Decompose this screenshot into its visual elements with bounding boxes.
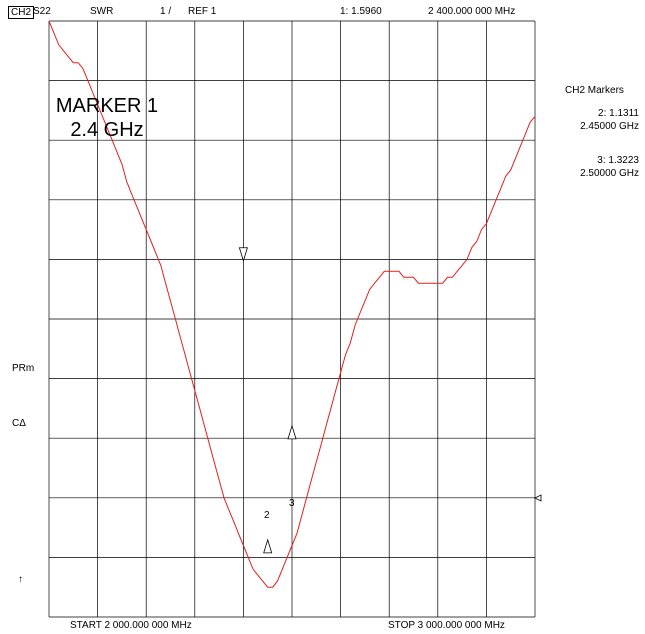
parameter-label: S22	[33, 6, 51, 17]
marker-3-number: 3	[289, 498, 295, 509]
marker-3-value: 3: 1.3223	[597, 155, 639, 166]
stop-frequency: STOP 3 000.000 000 MHz	[388, 620, 505, 631]
active-marker-frequency: 2 400.000 000 MHz	[428, 6, 516, 17]
marker-group	[238, 247, 297, 554]
marker-annotation-frequency: 2.4 GHz	[70, 119, 144, 141]
marker-2-triangle	[263, 538, 273, 554]
plot-grid	[48, 20, 536, 618]
marker-2-number: 2	[264, 510, 270, 521]
c-delta-label: CΔ	[12, 418, 26, 429]
swr-trace	[48, 20, 536, 588]
reference-level-marker	[534, 494, 542, 502]
marker-3-frequency: 2.50000 GHz	[580, 168, 639, 179]
markers-panel-title: CH2 Markers	[565, 85, 624, 96]
marker-3-triangle	[287, 424, 297, 440]
arrow-up-icon: ↑	[18, 574, 23, 585]
marker-2-frequency: 2.45000 GHz	[580, 121, 639, 132]
ref-label: REF 1	[188, 6, 217, 17]
channel-indicator[interactable]: CH2	[8, 6, 35, 19]
marker-2-value: 2: 1.1311	[598, 108, 639, 119]
marker-1-triangle	[238, 247, 248, 263]
marker-annotation-title: MARKER 1	[55, 95, 159, 117]
prm-label: PRm	[12, 363, 35, 374]
format-label: SWR	[90, 6, 114, 17]
start-frequency: START 2 000.000 000 MHz	[70, 620, 192, 631]
active-marker-value: 1: 1.5960	[340, 6, 382, 17]
scale-label: 1 /	[160, 6, 172, 17]
